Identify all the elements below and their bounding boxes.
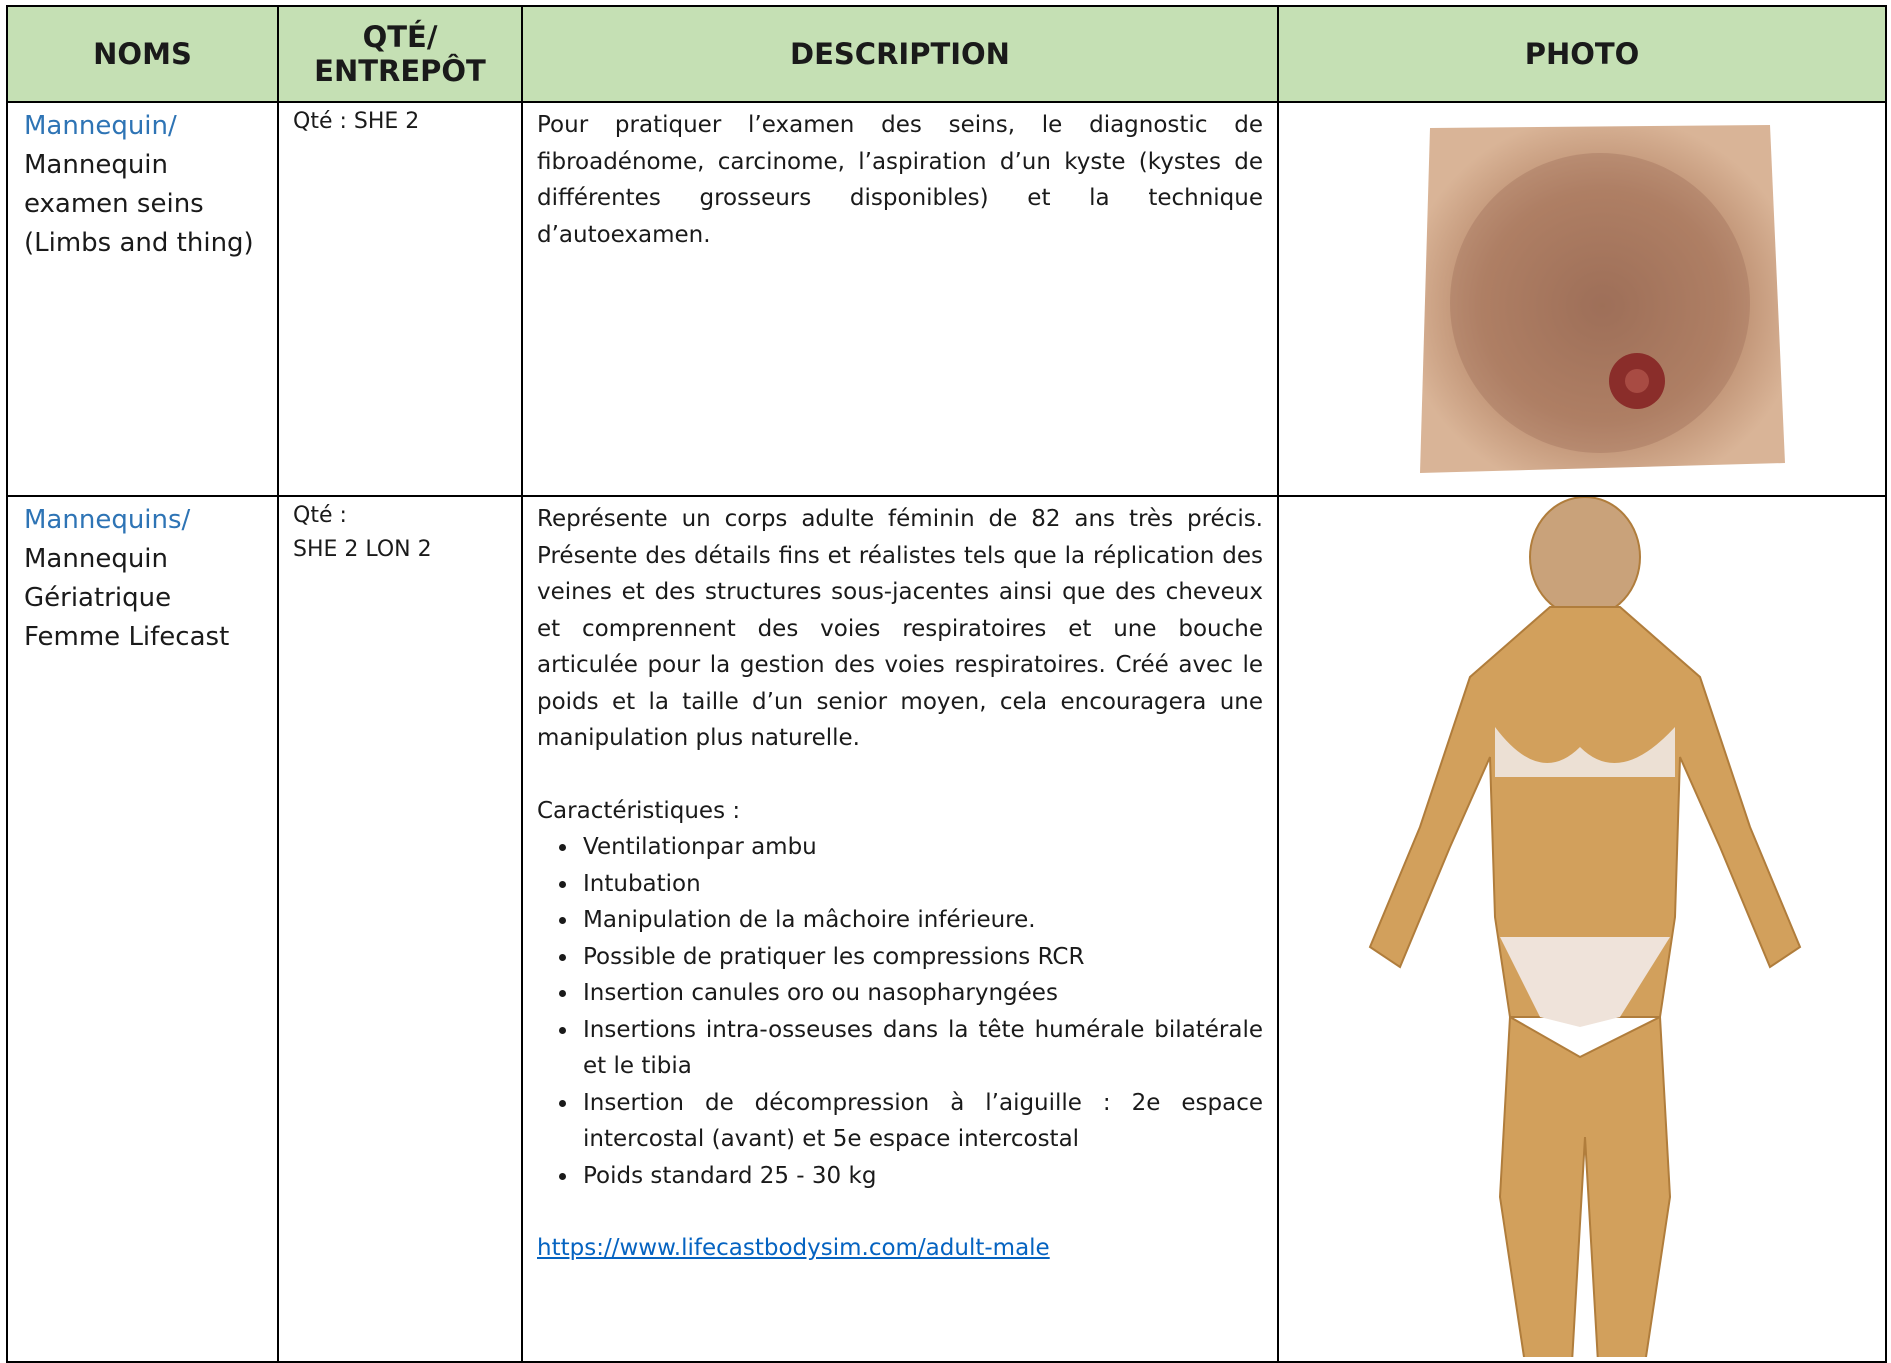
header-row: NOMS QTÉ/ENTREPÔT DESCRIPTION PHOTO [6, 5, 1887, 103]
photo-mannequin [1368, 496, 1802, 1363]
name-cell: Mannequins/ Mannequin Gériatrique Femme … [6, 495, 279, 1363]
qty-line: SHE 2 LON 2 [293, 537, 432, 562]
description-cell: Pour pratiquer l’examen des seins, le di… [521, 101, 1279, 497]
qty-cell: Qté : SHE 2 LON 2 [277, 495, 523, 1363]
photo-cell [1277, 495, 1887, 1363]
description: Pour pratiquer l’examen des seins, le di… [537, 112, 1263, 248]
feature-item: Ventilationpar ambu [579, 829, 1263, 866]
feature-item: Poids standard 25 - 30 kg [579, 1158, 1263, 1195]
header-text: QTÉ/ [362, 20, 438, 54]
features-list: Ventilationpar ambuIntubationManipulatio… [537, 829, 1263, 1194]
feature-item: Possible de pratiquer les compressions R… [579, 939, 1263, 976]
photo-cell [1277, 101, 1887, 497]
features-title: Caractéristiques : [537, 797, 741, 824]
feature-item: Insertion de décompression à l’aiguille … [579, 1085, 1263, 1158]
name-line: Mannequin [24, 544, 169, 574]
name-line: Gériatrique [24, 583, 172, 613]
row: Mannequins/ Mannequin Gériatrique Femme … [6, 495, 1887, 1363]
header-cell: PHOTO [1277, 5, 1887, 103]
page: NOMS QTÉ/ENTREPÔT DESCRIPTION PHOTO Mann… [0, 0, 1891, 1265]
description-cell: Représente un corps adulte féminin de 82… [521, 495, 1279, 1363]
name-line: Femme Lifecast [24, 622, 230, 652]
feature-item: Manipulation de la mâchoire inférieure. [579, 902, 1263, 939]
row: Mannequin/ Mannequin examen seins (Limbs… [6, 101, 1887, 497]
feature-item: Intubation [579, 866, 1263, 903]
name-line: (Limbs and thing) [24, 228, 254, 258]
name-cell: Mannequin/ Mannequin examen seins (Limbs… [6, 101, 279, 497]
qty-line: Qté : SHE 2 [293, 109, 420, 134]
header-cell: NOMS [6, 5, 279, 103]
header-text: DESCRIPTION [790, 37, 1010, 71]
description: Représente un corps adulte féminin de 82… [537, 506, 1263, 751]
header-cell: DESCRIPTION [521, 5, 1279, 103]
name-line: examen seins [24, 189, 204, 219]
header-text: ENTREPÔT [314, 54, 486, 88]
qty-line: Qté : [293, 503, 347, 528]
catalog-table: NOMS QTÉ/ENTREPÔT DESCRIPTION PHOTO Mann… [6, 5, 1887, 1363]
header-text: PHOTO [1524, 37, 1640, 71]
name-line: Mannequin [24, 150, 169, 180]
name-link[interactable]: Mannequin/ [24, 111, 177, 141]
photo-breast-model [1420, 125, 1785, 473]
header-cell: QTÉ/ENTREPÔT [277, 5, 523, 103]
header-text: NOMS [93, 37, 192, 71]
link[interactable]: https://www.lifecastbodysim.com/adult-ma… [537, 1235, 1050, 1261]
name-link[interactable]: Mannequins/ [24, 505, 191, 535]
feature-item: Insertions intra-osseuses dans la tête h… [579, 1012, 1263, 1085]
feature-item: Insertion canules oro ou nasopharyngées [579, 975, 1263, 1012]
qty-cell: Qté : SHE 2 [277, 101, 523, 497]
